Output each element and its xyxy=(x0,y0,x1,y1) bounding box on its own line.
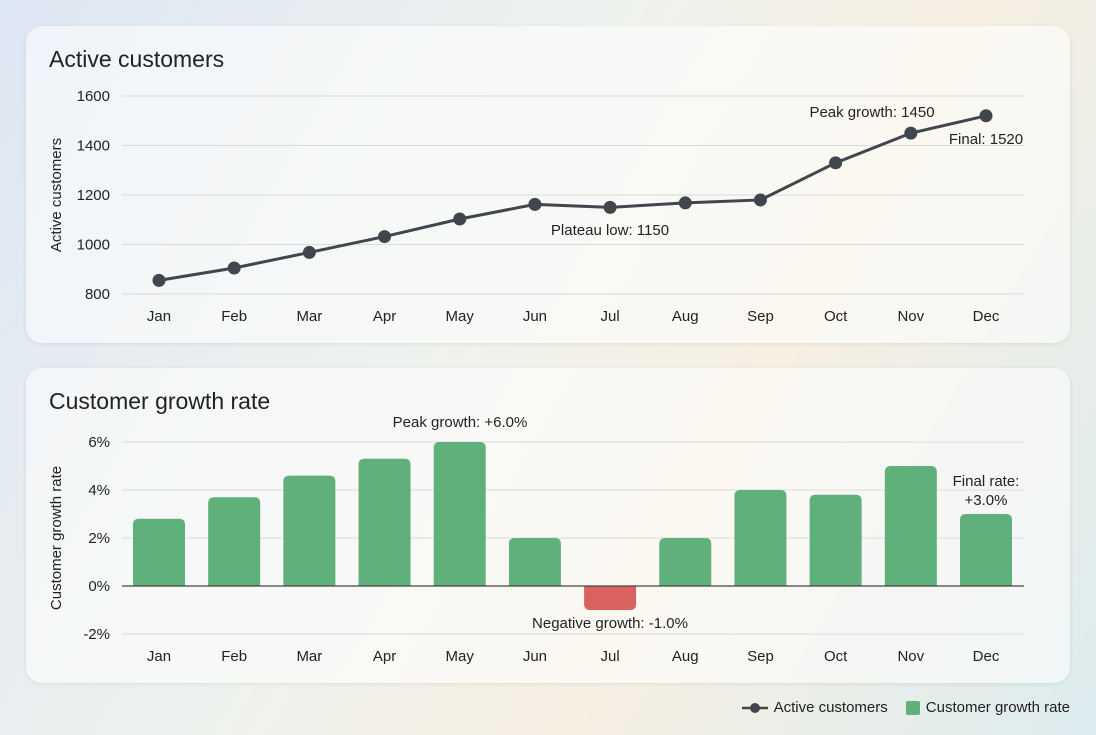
y-tick-label: 0% xyxy=(88,578,110,595)
chart-title: Customer growth rate xyxy=(49,388,271,414)
legend-item-bar[interactable]: Customer growth rate xyxy=(905,699,1070,716)
bar xyxy=(734,490,787,586)
annotation-final-value: +3.0% xyxy=(965,492,1008,509)
x-tick-label: May xyxy=(446,308,475,325)
y-axis-label: Active customers xyxy=(48,138,65,252)
x-tick-label: Aug xyxy=(672,308,699,325)
y-axis-label: Customer growth rate xyxy=(48,466,65,610)
x-tick-label: Aug xyxy=(672,648,699,665)
legend: Active customers Customer growth rate xyxy=(732,699,1070,716)
active-customers-card: Active customers xyxy=(26,26,1070,343)
x-tick-label: Feb xyxy=(221,308,247,325)
data-point xyxy=(753,193,767,207)
bar xyxy=(433,442,486,586)
x-tick-label: Jul xyxy=(600,648,619,665)
x-tick-label: Jun xyxy=(523,308,547,325)
series-line xyxy=(158,114,987,282)
annotation-final: Final rate: xyxy=(953,473,1020,490)
data-point xyxy=(829,156,843,170)
bar xyxy=(358,458,411,586)
x-tick-label: Nov xyxy=(897,308,924,325)
data-point xyxy=(302,245,316,259)
y-tick-label: -2% xyxy=(83,626,110,643)
data-point xyxy=(678,196,692,210)
x-tick-label: Oct xyxy=(824,648,848,665)
annotation-peak: Peak growth: +6.0% xyxy=(393,414,528,431)
bar xyxy=(133,518,185,586)
annotation-peak: Peak growth: 1450 xyxy=(809,104,934,121)
annotation-plateau: Plateau low: 1150 xyxy=(551,222,669,239)
y-tick-label: 1200 xyxy=(77,187,110,204)
bar xyxy=(960,514,1012,586)
data-point xyxy=(603,200,617,214)
data-point xyxy=(904,126,918,140)
data-point xyxy=(453,212,467,226)
bar xyxy=(584,586,637,610)
x-tick-label: Dec xyxy=(973,308,1000,325)
x-tick-label: Apr xyxy=(373,308,396,325)
y-tick-label: 1600 xyxy=(77,88,110,105)
x-tick-label: Dec xyxy=(973,648,1000,665)
x-tick-label: Jun xyxy=(523,648,547,665)
bar xyxy=(809,494,862,586)
x-tick-label: Sep xyxy=(747,648,774,665)
data-point xyxy=(152,273,166,287)
x-tick-label: May xyxy=(446,648,475,665)
y-tick-label: 6% xyxy=(88,434,110,451)
legend-label: Active customers xyxy=(773,699,888,716)
y-tick-label: 1400 xyxy=(77,138,110,155)
x-tick-label: Apr xyxy=(373,648,396,665)
y-tick-label: 800 xyxy=(85,286,110,303)
y-tick-label: 4% xyxy=(88,482,110,499)
x-tick-label: Mar xyxy=(296,648,322,665)
y-tick-label: 1000 xyxy=(77,237,110,254)
x-tick-label: Jan xyxy=(147,308,171,325)
x-tick-label: Oct xyxy=(824,308,848,325)
bar xyxy=(283,475,336,586)
data-point xyxy=(528,197,542,211)
data-point xyxy=(378,230,392,244)
x-tick-label: Feb xyxy=(221,648,247,665)
x-tick-label: Jan xyxy=(147,648,171,665)
legend-item-line[interactable]: Active customers xyxy=(741,699,888,716)
x-tick-label: Jul xyxy=(600,308,619,325)
x-tick-label: Mar xyxy=(296,308,322,325)
x-tick-label: Nov xyxy=(897,648,924,665)
legend-label: Customer growth rate xyxy=(925,699,1070,716)
x-tick-label: Sep xyxy=(747,308,774,325)
bar xyxy=(208,497,261,586)
data-point xyxy=(979,109,993,123)
annotation-negative: Negative growth: -1.0% xyxy=(532,615,688,632)
data-point xyxy=(227,261,241,275)
bar xyxy=(508,538,561,586)
bar xyxy=(884,466,937,586)
annotation-final: Final: 1520 xyxy=(949,131,1023,148)
line-marker-icon xyxy=(741,702,768,713)
y-tick-label: 2% xyxy=(88,530,110,547)
bar xyxy=(659,538,712,586)
bar-swatch-icon xyxy=(905,700,920,715)
chart-title: Active customers xyxy=(49,46,225,72)
